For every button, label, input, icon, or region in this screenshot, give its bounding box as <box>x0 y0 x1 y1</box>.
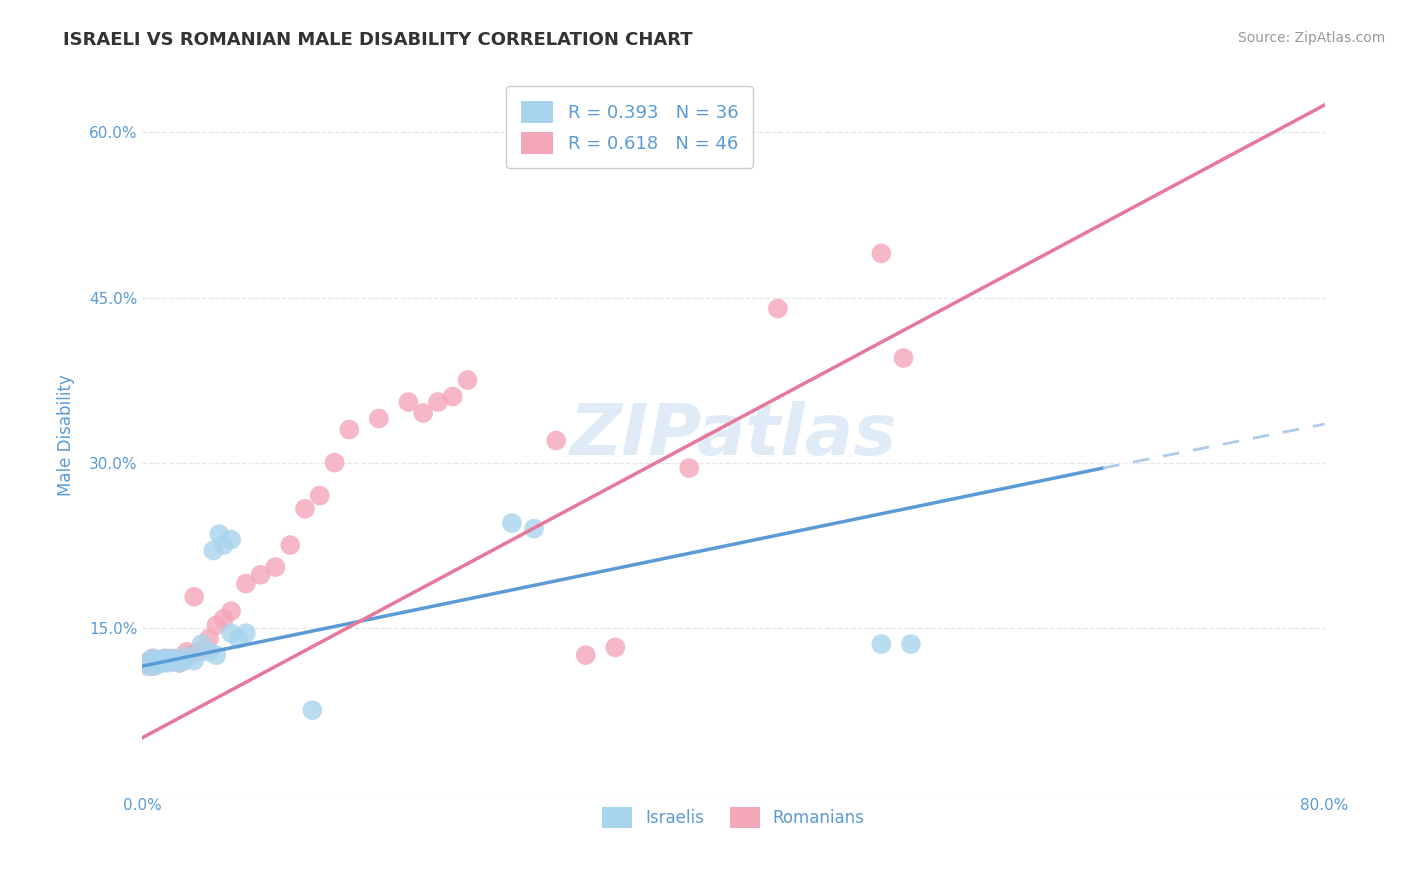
Point <box>264 560 287 574</box>
Point <box>198 632 221 646</box>
Point <box>156 656 179 670</box>
Point <box>893 351 915 365</box>
Point <box>219 626 242 640</box>
Point <box>135 656 157 670</box>
Point <box>150 652 173 666</box>
Point <box>141 659 163 673</box>
Point <box>145 652 167 666</box>
Text: ISRAELI VS ROMANIAN MALE DISABILITY CORRELATION CHART: ISRAELI VS ROMANIAN MALE DISABILITY CORR… <box>63 31 693 49</box>
Point <box>337 423 360 437</box>
Point <box>208 527 231 541</box>
Point <box>396 395 419 409</box>
Point <box>198 645 221 659</box>
Point <box>427 395 450 409</box>
Point <box>160 654 183 668</box>
Point <box>141 656 163 670</box>
Point <box>157 652 180 666</box>
Point <box>678 461 700 475</box>
Point <box>163 651 186 665</box>
Point <box>202 543 225 558</box>
Point <box>501 516 523 530</box>
Point <box>155 654 177 668</box>
Point <box>173 654 195 668</box>
Point <box>900 637 922 651</box>
Point <box>766 301 789 316</box>
Point <box>457 373 479 387</box>
Point <box>176 645 198 659</box>
Point <box>212 612 235 626</box>
Point <box>205 618 228 632</box>
Point <box>176 649 198 664</box>
Point <box>308 489 330 503</box>
Point <box>870 637 893 651</box>
Point <box>146 656 169 670</box>
Point <box>301 703 323 717</box>
Point <box>152 656 174 670</box>
Point <box>153 651 176 665</box>
Point <box>160 655 183 669</box>
Point <box>148 657 170 671</box>
Point <box>153 651 176 665</box>
Point <box>190 642 212 657</box>
Point <box>323 456 346 470</box>
Point <box>219 533 242 547</box>
Point <box>149 655 172 669</box>
Point <box>212 538 235 552</box>
Point <box>179 648 201 662</box>
Point <box>870 246 893 260</box>
Point <box>149 655 172 669</box>
Point <box>187 645 209 659</box>
Point <box>575 648 598 662</box>
Y-axis label: Male Disability: Male Disability <box>58 374 75 496</box>
Point <box>294 501 316 516</box>
Point <box>139 654 162 668</box>
Point <box>249 567 271 582</box>
Text: Source: ZipAtlas.com: Source: ZipAtlas.com <box>1237 31 1385 45</box>
Point <box>142 651 165 665</box>
Point <box>523 522 546 536</box>
Point <box>441 390 464 404</box>
Legend: Israelis, Romanians: Israelis, Romanians <box>596 801 872 834</box>
Point <box>155 654 177 668</box>
Point <box>367 411 389 425</box>
Point <box>190 637 212 651</box>
Point <box>146 654 169 668</box>
Point <box>142 651 165 665</box>
Point <box>183 590 205 604</box>
Point <box>205 648 228 662</box>
Point <box>228 632 250 646</box>
Point <box>157 651 180 665</box>
Point <box>169 656 191 670</box>
Point <box>235 626 257 640</box>
Point <box>150 652 173 666</box>
Point <box>139 654 162 668</box>
Point <box>145 656 167 670</box>
Point <box>163 652 186 666</box>
Point <box>143 656 166 670</box>
Point <box>169 656 191 670</box>
Point <box>605 640 627 655</box>
Point <box>235 576 257 591</box>
Point <box>143 659 166 673</box>
Point <box>135 659 157 673</box>
Point <box>183 654 205 668</box>
Point <box>219 604 242 618</box>
Point <box>412 406 434 420</box>
Point <box>546 434 568 448</box>
Point <box>278 538 301 552</box>
Text: ZIPatlas: ZIPatlas <box>569 401 897 469</box>
Point <box>173 654 195 668</box>
